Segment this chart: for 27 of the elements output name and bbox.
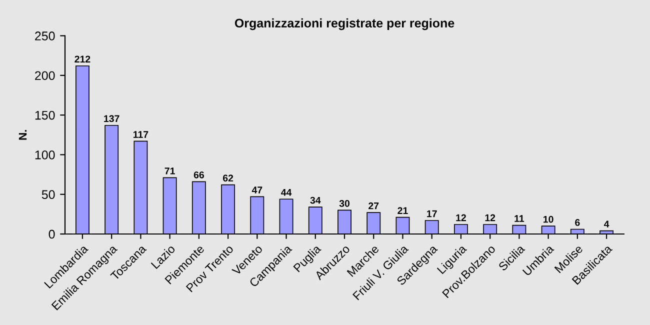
data-label: 21 — [398, 207, 408, 214]
data-label: 66 — [194, 171, 204, 178]
data-label: 117 — [133, 131, 148, 138]
data-label: 4 — [604, 220, 610, 228]
y-tick-label: 50 — [42, 190, 55, 199]
y-tick-label: 0 — [48, 230, 55, 239]
data-label: 12 — [485, 214, 496, 222]
data-label: 10 — [544, 216, 554, 223]
data-label: 47 — [252, 186, 262, 194]
data-label: 27 — [368, 202, 379, 210]
y-tick-label: 200 — [35, 71, 55, 80]
y-tick-label: 250 — [35, 32, 55, 40]
y-axis-title: N. — [18, 130, 27, 140]
data-label: 71 — [164, 168, 175, 174]
data-label: 34 — [310, 196, 321, 204]
data-label: 137 — [104, 115, 120, 122]
data-label: 62 — [222, 174, 234, 182]
data-label: 17 — [427, 210, 437, 218]
data-label: 11 — [514, 215, 524, 222]
data-label: 12 — [456, 214, 466, 222]
data-label: 30 — [339, 200, 350, 207]
y-tick-label: 150 — [35, 110, 55, 120]
data-label: 44 — [281, 189, 292, 196]
data-label: 6 — [575, 219, 580, 226]
chart-title: Organizzazioni registrate per regione — [234, 18, 454, 30]
data-label: 212 — [74, 56, 90, 62]
y-tick-label: 100 — [35, 150, 55, 160]
